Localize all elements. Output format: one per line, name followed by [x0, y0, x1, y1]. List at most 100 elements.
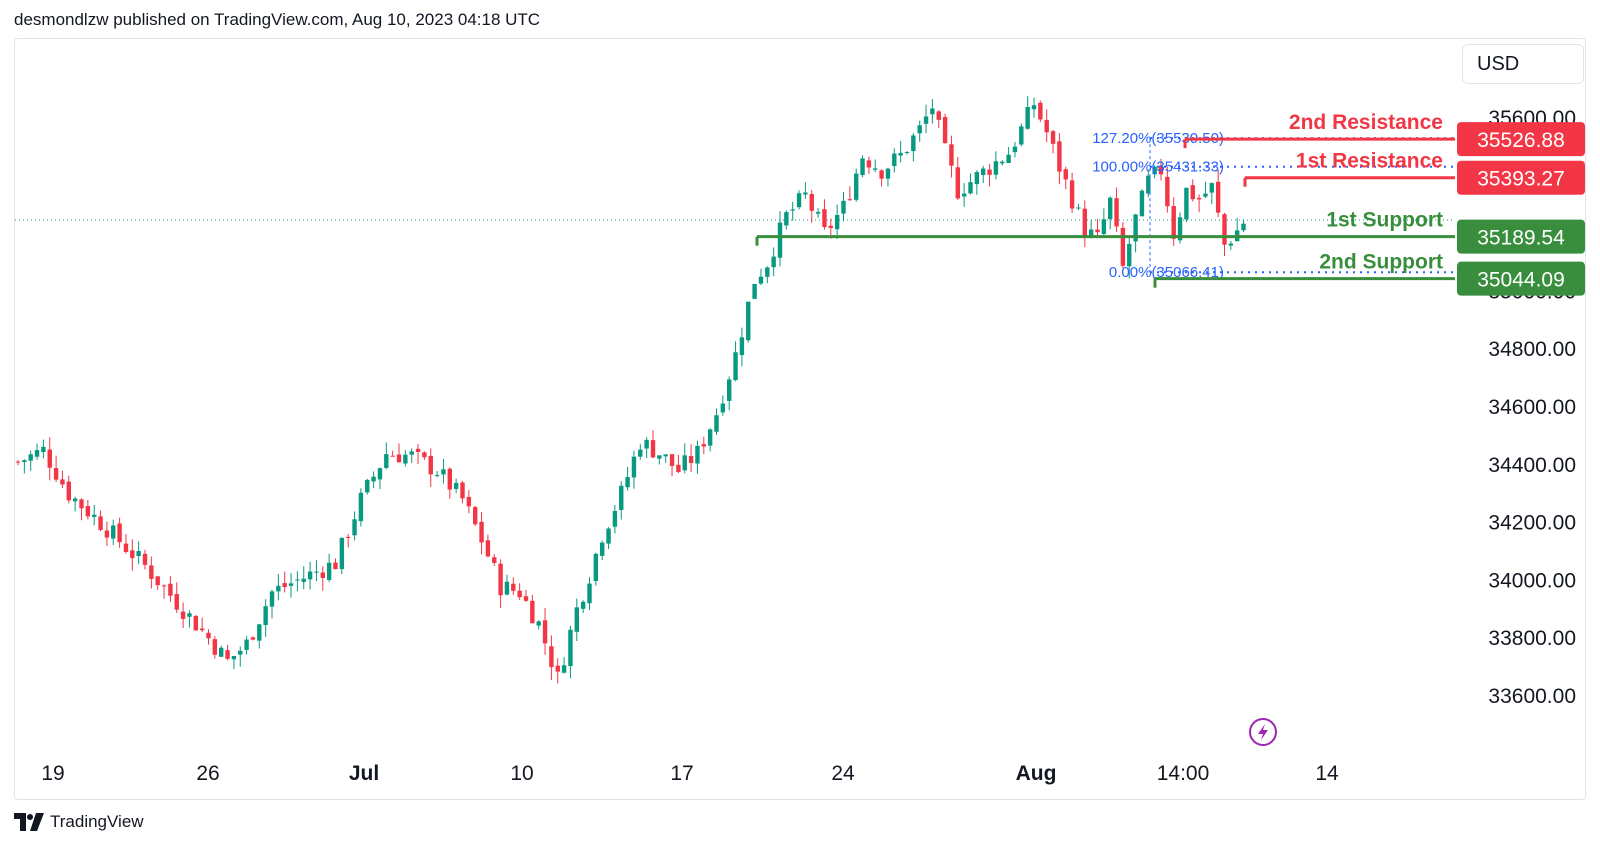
candle — [1006, 147, 1011, 164]
candle — [47, 437, 52, 481]
candle — [390, 450, 395, 457]
level-price-badge: 35044.09 — [1457, 261, 1585, 296]
candle — [314, 560, 319, 582]
price-tick-label: 34600.00 — [1488, 396, 1576, 419]
candle — [987, 164, 992, 187]
tradingview-logo-icon — [14, 813, 44, 831]
candle — [530, 594, 535, 624]
candle — [847, 186, 853, 201]
candle — [1095, 219, 1100, 238]
candle — [765, 266, 770, 284]
time-tick-label: 10 — [510, 762, 533, 785]
candle — [1069, 172, 1075, 213]
candle — [720, 395, 726, 416]
candle — [130, 539, 135, 571]
fibonacci-levels: 127.20%(35530.50) 100.00%(35431.33) 0.00%(… — [1092, 130, 1455, 281]
candle — [212, 636, 218, 659]
currency-selector[interactable]: USD — [1462, 44, 1584, 84]
level-price-badge: 35189.54 — [1457, 219, 1585, 254]
candle — [384, 442, 389, 470]
candle — [225, 644, 230, 661]
candle — [650, 430, 656, 459]
price-tick-label: 34000.00 — [1488, 569, 1576, 592]
level-price-text: 35189.54 — [1477, 227, 1565, 250]
candle — [257, 623, 262, 649]
candle — [1190, 179, 1195, 202]
candle — [117, 517, 122, 548]
candle — [60, 470, 65, 489]
candle — [1120, 222, 1126, 269]
candle — [1000, 160, 1005, 166]
candle — [447, 467, 452, 499]
candle — [1165, 166, 1170, 213]
candle — [492, 554, 497, 567]
time-tick-label: 19 — [41, 762, 64, 785]
candle — [269, 589, 275, 619]
candle — [523, 589, 529, 603]
candle — [307, 561, 313, 590]
candle — [365, 478, 370, 495]
candle — [288, 573, 294, 598]
candle — [428, 448, 433, 487]
time-tick-label: Aug — [1016, 762, 1057, 785]
candle — [790, 201, 795, 221]
candle — [1222, 212, 1227, 257]
candle — [879, 169, 884, 187]
candle — [371, 471, 376, 489]
candle — [1063, 166, 1068, 190]
candle — [339, 537, 345, 575]
candle — [612, 504, 618, 534]
candle — [123, 533, 129, 554]
candle — [1184, 187, 1189, 223]
candle — [320, 566, 325, 591]
fib-level-label: 127.20%(35530.50) — [1092, 130, 1224, 147]
candles — [15, 96, 1246, 684]
candle — [727, 376, 732, 411]
footer-brand[interactable]: TradingView — [14, 812, 144, 832]
candle — [688, 444, 694, 473]
candle — [854, 168, 859, 202]
candle — [536, 620, 541, 630]
candle — [1082, 200, 1087, 248]
candle — [1044, 109, 1049, 143]
candle — [885, 167, 891, 187]
candle — [1025, 96, 1030, 130]
candle — [460, 480, 465, 504]
level-label: 1st Support — [1326, 209, 1443, 232]
candle — [92, 504, 97, 526]
candle — [66, 475, 71, 504]
candle — [555, 658, 560, 684]
footer-brand-label: TradingView — [50, 812, 144, 831]
candle — [244, 636, 249, 655]
candle — [98, 510, 103, 532]
candle — [676, 454, 681, 474]
candle — [111, 519, 116, 545]
candle — [187, 610, 192, 628]
candle — [1139, 189, 1145, 217]
publisher-line: desmondlzw published on TradingView.com,… — [14, 10, 541, 29]
level-price-text: 35526.88 — [1477, 129, 1565, 152]
candle — [498, 559, 503, 608]
candle — [22, 459, 27, 474]
candle — [1152, 165, 1157, 179]
candle — [606, 527, 611, 549]
candle — [657, 455, 662, 465]
candle — [809, 189, 814, 223]
candle — [942, 113, 948, 144]
candle — [485, 534, 491, 558]
level-label: 2nd Resistance — [1289, 111, 1443, 134]
candle — [1158, 158, 1164, 181]
candle — [511, 577, 516, 595]
candle — [974, 170, 980, 195]
candle — [758, 268, 764, 286]
candle — [930, 99, 935, 124]
candle — [917, 120, 922, 142]
candle — [644, 437, 649, 458]
candle — [600, 540, 605, 561]
candle — [625, 466, 630, 491]
level-label: 1st Resistance — [1296, 150, 1443, 173]
candle — [587, 577, 592, 611]
lightning-icon[interactable] — [1249, 718, 1277, 746]
candle — [377, 467, 383, 490]
